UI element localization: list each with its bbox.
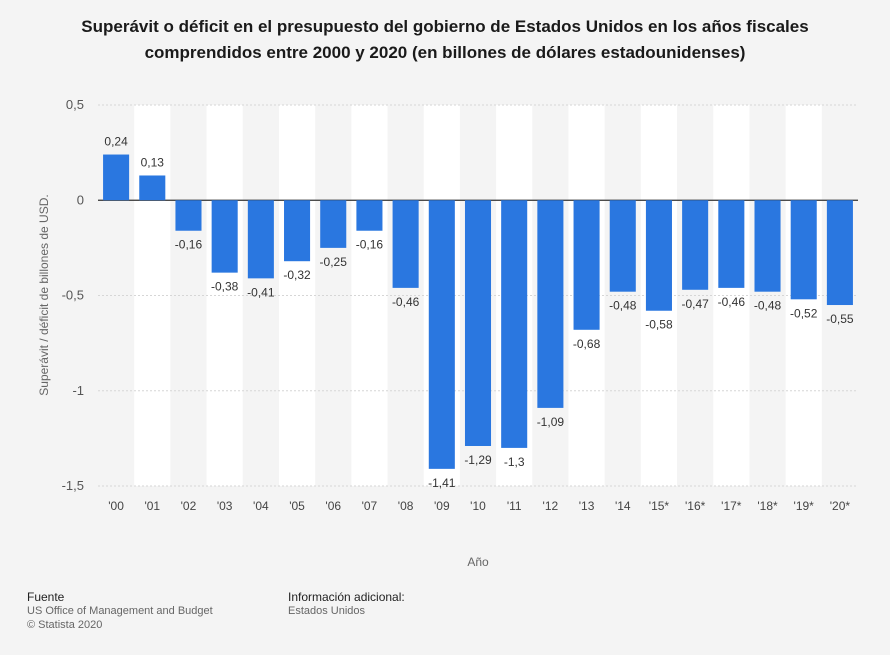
bar xyxy=(682,200,709,290)
x-tick-label: '19* xyxy=(794,499,815,513)
data-label: -0,55 xyxy=(826,312,854,326)
y-tick-label: -1,5 xyxy=(62,478,84,493)
data-labels: 0,24 0,13 -0,16 -0,38 -0,41 -0,32 -0,25 -0,16 -0… xyxy=(104,135,853,490)
column-band xyxy=(206,105,243,486)
data-label: -0,41 xyxy=(247,285,275,299)
bar xyxy=(609,200,636,292)
x-tick-label: '00 xyxy=(108,499,124,513)
x-tick-label: '06 xyxy=(325,499,341,513)
data-label: -0,47 xyxy=(681,297,709,311)
y-tick-label: 0 xyxy=(77,192,84,207)
x-axis-ticks: '00 '01 '02 '03 '04 '05 '06 '07 '08 '09 '10 '11 '12 '… xyxy=(108,499,850,513)
x-tick-label: '11 xyxy=(507,499,522,513)
bar xyxy=(103,154,130,201)
data-label: -0,16 xyxy=(356,238,384,252)
x-tick-label: '01 xyxy=(144,499,160,513)
data-label: -0,52 xyxy=(790,306,818,320)
bar xyxy=(428,200,455,469)
x-tick-label: '17* xyxy=(721,499,742,513)
bar xyxy=(211,200,238,273)
bar xyxy=(718,200,745,288)
data-label: -0,58 xyxy=(645,318,673,332)
x-tick-label: '02 xyxy=(181,499,197,513)
bars xyxy=(103,154,853,469)
data-label: -0,46 xyxy=(718,295,746,309)
data-label: -0,46 xyxy=(392,295,420,309)
source-line-2: © Statista 2020 xyxy=(27,619,103,631)
x-tick-label: '03 xyxy=(217,499,233,513)
bar xyxy=(754,200,781,292)
y-axis-ticks: 0,5 0 -0,5 -1 -1,5 xyxy=(62,97,84,493)
data-label: -1,09 xyxy=(537,415,565,429)
x-tick-label: '12 xyxy=(543,499,559,513)
x-tick-label: '15* xyxy=(649,499,670,513)
bar xyxy=(175,200,202,231)
bar xyxy=(464,200,492,446)
source-heading: Fuente xyxy=(27,590,65,604)
data-label: -0,48 xyxy=(754,299,782,313)
x-tick-label: '04 xyxy=(253,499,269,513)
bar xyxy=(320,200,347,248)
x-axis-title: Año xyxy=(467,555,489,569)
bar xyxy=(501,200,528,448)
chart-title: Superávit o déficit en el presupuesto de… xyxy=(81,17,809,62)
bar xyxy=(573,200,600,330)
data-label: 0,13 xyxy=(141,155,165,169)
source-line-1: US Office of Management and Budget xyxy=(27,605,213,617)
data-label: -0,16 xyxy=(175,238,203,252)
column-band xyxy=(278,105,316,486)
x-tick-label: '20* xyxy=(830,499,851,513)
x-tick-label: '14 xyxy=(615,499,631,513)
data-label: -0,38 xyxy=(211,280,239,294)
x-tick-label: '08 xyxy=(398,499,414,513)
footer-info: Información adicional: Estados Unidos xyxy=(288,590,405,618)
bar xyxy=(356,200,383,231)
x-tick-label: '05 xyxy=(289,499,305,513)
column-band xyxy=(351,105,388,486)
data-label: -0,25 xyxy=(320,255,348,269)
data-label: -0,32 xyxy=(283,268,311,282)
y-tick-label: 0,5 xyxy=(66,97,84,112)
info-line-1: Estados Unidos xyxy=(288,605,366,617)
y-axis-title: Superávit / déficit de billones de USD. xyxy=(37,194,51,395)
bar xyxy=(826,200,853,306)
info-heading: Información adicional: xyxy=(288,590,405,604)
x-tick-label: '09 xyxy=(434,499,450,513)
bar xyxy=(139,175,166,201)
data-label: -1,3 xyxy=(504,455,525,469)
bar xyxy=(247,200,274,279)
data-label: -1,29 xyxy=(464,453,492,467)
bar xyxy=(790,200,817,300)
data-label: -0,68 xyxy=(573,337,601,351)
data-label: 0,24 xyxy=(104,135,128,149)
data-label: -1,41 xyxy=(428,476,456,490)
y-tick-label: -1 xyxy=(72,383,84,398)
x-tick-label: '07 xyxy=(362,499,378,513)
data-label: -0,48 xyxy=(609,299,637,313)
footer-source: Fuente US Office of Management and Budge… xyxy=(27,590,213,632)
x-tick-label: '13 xyxy=(579,499,595,513)
bar xyxy=(284,200,311,262)
column-band xyxy=(134,105,171,486)
bar xyxy=(645,200,672,311)
x-tick-label: '16* xyxy=(685,499,706,513)
bar xyxy=(537,200,564,408)
x-tick-label: '18* xyxy=(757,499,778,513)
y-tick-label: -0,5 xyxy=(62,288,84,303)
x-tick-label: '10 xyxy=(470,499,486,513)
bar xyxy=(392,200,419,288)
